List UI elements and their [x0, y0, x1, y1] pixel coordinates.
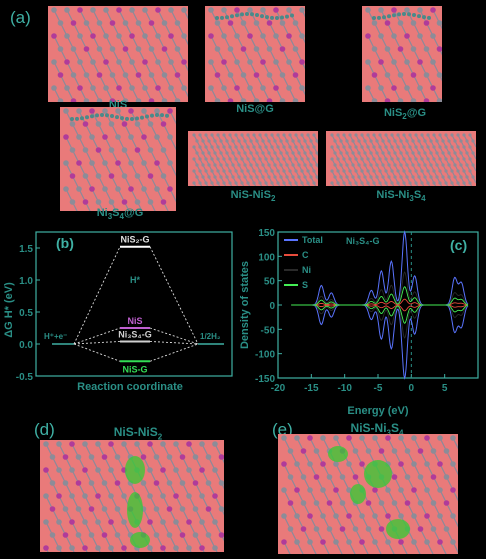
connector-line — [73, 327, 121, 345]
x-tick-label: -20 — [271, 383, 286, 394]
structure-nis-g — [205, 6, 305, 102]
lattice-image — [330, 133, 476, 186]
legend-label: S — [302, 280, 308, 290]
lattice-image — [208, 7, 305, 102]
connector-line — [73, 246, 121, 345]
ylabel-c: Density of states — [240, 261, 251, 349]
connector-line — [149, 327, 199, 345]
y-tick-label: 1.0 — [19, 276, 33, 287]
lattice-image — [43, 441, 224, 552]
energy-level-label: Ni₃S₄-G — [118, 329, 151, 339]
connector-line — [73, 343, 121, 362]
label-ni3s4-g: Ni3S4@G — [96, 207, 144, 222]
connector-line — [73, 340, 121, 345]
legend-label: Total — [302, 235, 323, 245]
lattice-image — [63, 108, 176, 211]
structure-nis-nis2 — [188, 131, 318, 186]
dos-system-label: Ni₃S₄-G — [346, 236, 379, 246]
energy-level-label: NiS-G — [122, 364, 147, 374]
y-tick-label: -150 — [255, 374, 275, 385]
panel-d-letter: (d) — [34, 420, 55, 439]
dos-curve — [291, 304, 469, 380]
label-nis2-g: NiS2@G — [383, 107, 427, 122]
label-nis-nis2: NiS-NiS2 — [230, 189, 276, 204]
legend-label: Ni — [302, 265, 311, 275]
y-tick-label: 0.5 — [19, 308, 33, 319]
y-tick-label: 0.0 — [19, 340, 33, 351]
x-tick-label: -10 — [337, 383, 352, 394]
panel-e-title: NiS-Ni3S4 — [350, 421, 404, 438]
y-tick-label: 0 — [269, 301, 275, 312]
y-tick-label: 100 — [258, 252, 275, 263]
connector-line — [149, 246, 199, 345]
y-tick-label: 50 — [264, 277, 276, 288]
label-nis-ni3s4: NiS-Ni3S4 — [376, 189, 426, 204]
structure-ni3s4-g — [60, 107, 176, 211]
x-tick-label: -15 — [304, 383, 319, 394]
h-intermediate-label: H* — [130, 275, 140, 285]
x-tick-label: 5 — [442, 383, 448, 394]
ylabel-b: ΔG H* (eV) — [3, 282, 15, 338]
xlabel-b: Reaction coordinate — [77, 381, 183, 393]
panel-a-letter: (a) — [10, 8, 31, 27]
y-tick-label: -100 — [255, 350, 275, 361]
energy-level-label: NiS — [127, 316, 142, 326]
y-tick-label: -50 — [261, 325, 276, 336]
lattice-image — [192, 133, 318, 186]
initial-state-label: H⁺+e⁻ — [44, 332, 67, 341]
charge-density-nis-ni3s4 — [278, 434, 458, 554]
connector-line — [149, 340, 199, 345]
energy-level-label: NiS₂-G — [121, 235, 150, 245]
connector-line — [149, 343, 199, 362]
x-tick-label: 0 — [409, 383, 415, 394]
xlabel-c: Energy (eV) — [347, 405, 408, 417]
panel-b-letter: (b) — [56, 235, 74, 251]
final-state-label: 1/2H₂ — [200, 332, 221, 341]
legend-label: C — [302, 250, 309, 260]
lattice-image — [281, 435, 458, 554]
panel-c-letter: (c) — [450, 237, 467, 253]
y-tick-label: 1.5 — [19, 244, 33, 255]
x-tick-label: -5 — [374, 383, 383, 394]
panel-d-title: NiS-NiS2 — [113, 425, 163, 442]
lattice-image — [365, 7, 442, 102]
charge-density-nis-nis2 — [40, 440, 224, 552]
free-energy-chart: (b) ΔG H* (eV) Reaction coordinate -0.5 0… — [3, 231, 233, 393]
y-tick-label: 150 — [258, 228, 275, 239]
label-nis-g: NiS@G — [236, 103, 274, 115]
structure-nis2-g — [362, 6, 442, 102]
lattice-image — [51, 7, 188, 102]
dos-curve — [291, 304, 469, 324]
y-tick-label: -0.5 — [16, 372, 34, 383]
structure-nis — [48, 6, 188, 102]
structure-nis-ni3s4 — [326, 131, 476, 186]
